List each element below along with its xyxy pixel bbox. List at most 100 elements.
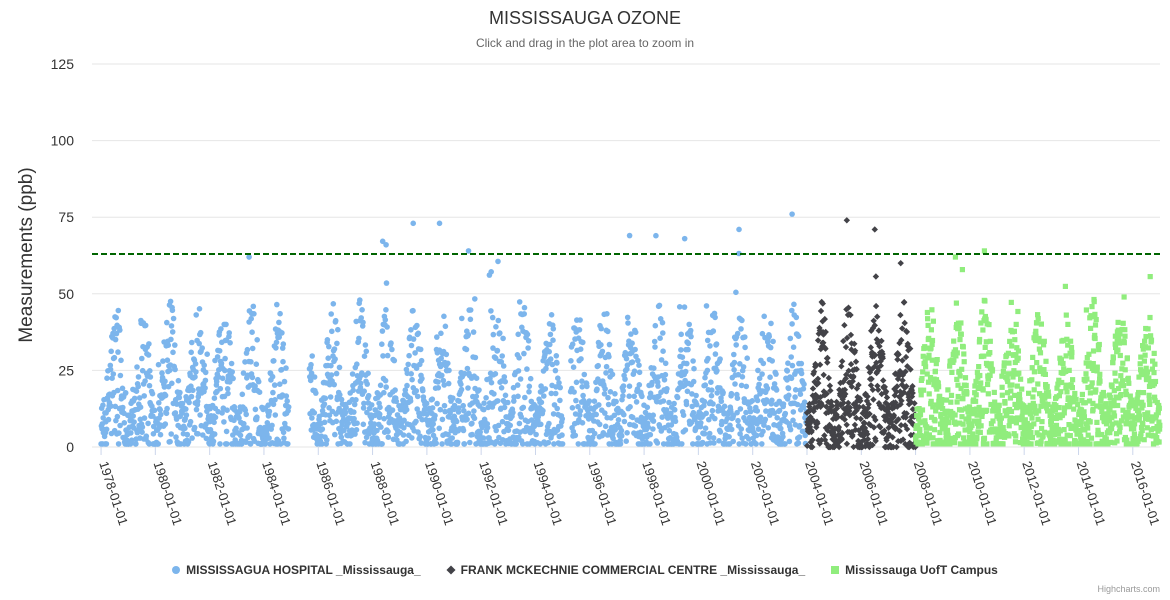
data-point <box>472 354 479 361</box>
data-point <box>1008 388 1014 394</box>
data-point <box>484 424 491 431</box>
data-point <box>787 335 794 342</box>
data-point <box>1144 425 1150 431</box>
data-point <box>543 365 549 372</box>
data-point <box>709 387 715 394</box>
data-point <box>1029 415 1035 421</box>
data-point <box>145 420 151 427</box>
data-point <box>976 418 982 424</box>
data-point <box>256 389 263 396</box>
data-point <box>461 370 468 377</box>
y-tick-label-0: 0 <box>66 439 74 455</box>
data-point <box>825 374 832 382</box>
data-point <box>176 394 183 401</box>
data-point <box>822 328 829 336</box>
legend-item-0[interactable]: MISSISSAGUA HOSPITAL _Mississauga_ <box>172 563 421 577</box>
data-point <box>1081 414 1087 420</box>
data-point <box>542 351 548 358</box>
data-point <box>1068 382 1074 388</box>
data-point <box>1089 304 1095 310</box>
data-point <box>883 437 890 444</box>
data-point <box>932 368 938 374</box>
data-point <box>666 427 673 434</box>
data-point <box>784 368 791 374</box>
data-point <box>1145 432 1151 438</box>
data-point <box>313 390 319 396</box>
data-point <box>839 358 846 365</box>
data-point <box>360 421 367 428</box>
data-point <box>996 434 1002 440</box>
data-point <box>248 315 254 322</box>
data-point <box>351 415 357 422</box>
data-point <box>967 429 973 435</box>
data-point <box>924 371 930 377</box>
data-point <box>1084 355 1090 361</box>
x-tick-label-1996-01-01: 1996-01-01 <box>585 459 620 527</box>
data-point <box>1072 390 1078 397</box>
data-point <box>1145 326 1151 332</box>
data-point <box>944 427 951 433</box>
data-point <box>603 363 610 370</box>
data-point <box>1090 361 1096 367</box>
data-point <box>708 392 715 399</box>
data-point <box>331 381 338 388</box>
data-point <box>1093 387 1099 393</box>
data-point <box>972 383 978 389</box>
data-point <box>357 297 363 303</box>
data-point <box>377 382 384 389</box>
data-point <box>520 404 527 411</box>
data-point <box>1088 384 1094 390</box>
data-point <box>326 412 333 419</box>
data-point <box>192 374 198 380</box>
data-point <box>438 355 445 362</box>
data-point <box>359 307 365 313</box>
data-point <box>168 431 174 437</box>
data-point <box>647 431 654 438</box>
data-point <box>652 322 659 329</box>
data-point <box>569 405 576 411</box>
data-point <box>1008 299 1014 305</box>
data-point <box>674 394 681 401</box>
data-point <box>516 299 523 305</box>
data-point <box>792 394 798 400</box>
data-point <box>510 384 517 391</box>
data-point <box>826 382 834 389</box>
data-point <box>517 376 524 382</box>
data-point <box>271 382 278 388</box>
data-point <box>1092 335 1098 342</box>
legend-item-2[interactable]: Mississauga UofT Campus <box>831 563 998 577</box>
legend-item-1[interactable]: FRANK MCKECHNIE COMMERCIAL CENTRE _Missi… <box>446 563 805 577</box>
data-point <box>992 399 998 405</box>
data-point <box>684 360 690 367</box>
credits-link[interactable]: Highcharts.com <box>1097 584 1160 594</box>
data-point <box>823 390 830 397</box>
data-point <box>718 398 725 405</box>
data-point <box>895 351 902 358</box>
data-point <box>817 307 825 315</box>
data-point <box>328 372 335 378</box>
data-point <box>903 410 910 417</box>
data-point <box>524 331 531 338</box>
data-point <box>841 386 849 394</box>
data-point <box>183 412 190 418</box>
data-point <box>524 366 530 372</box>
data-point <box>1020 409 1026 415</box>
data-point <box>353 397 359 403</box>
data-point <box>855 381 862 389</box>
data-point <box>221 419 227 425</box>
data-point <box>410 336 417 342</box>
data-point <box>1151 426 1157 432</box>
data-point <box>429 405 436 411</box>
data-point <box>861 419 868 427</box>
data-point <box>1075 419 1081 425</box>
data-point <box>658 357 665 363</box>
data-point <box>1143 334 1149 340</box>
data-point <box>189 339 195 346</box>
data-point <box>1105 411 1111 417</box>
data-point <box>172 342 178 348</box>
data-point <box>515 331 521 338</box>
data-point <box>1062 438 1068 444</box>
data-point <box>810 399 817 406</box>
data-point <box>554 360 560 366</box>
